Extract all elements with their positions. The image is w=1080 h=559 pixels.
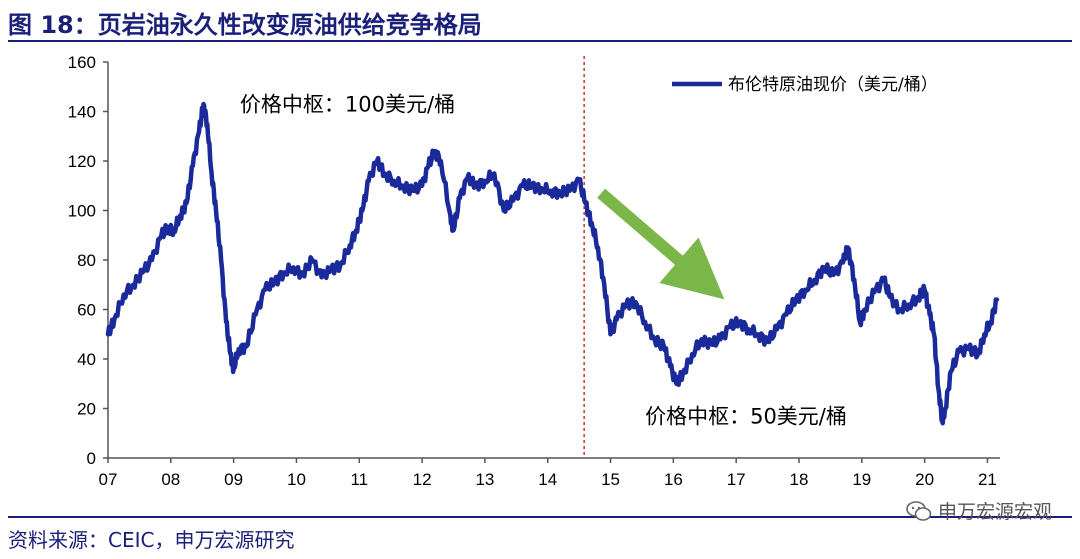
trend-arrow [597, 188, 725, 300]
chart-area: 0 20 40 60 80 100 120 140 160 07 08 09 10 11 12 13 14 15… [68, 53, 1000, 489]
y-tick-label: 40 [77, 350, 96, 369]
y-tick-label: 0 [87, 449, 96, 468]
legend-label: 布伦特原油现价（美元/桶） [728, 75, 938, 95]
source-note: 资料来源：CEIC，申万宏源研究 [8, 528, 295, 552]
y-tick-label: 80 [77, 251, 96, 270]
axes [107, 62, 1000, 459]
watermark-label: 申万宏源宏观 [937, 501, 1052, 523]
x-tick-label: 07 [99, 470, 118, 489]
x-tick-label: 14 [538, 470, 557, 489]
x-tick-label: 09 [224, 470, 243, 489]
annotation-label-high: 价格中枢：100美元/桶 [240, 93, 455, 117]
x-tick-label: 20 [915, 470, 934, 489]
x-tick-label: 13 [475, 470, 494, 489]
x-tick-label: 08 [161, 470, 180, 489]
x-tick-label: 17 [727, 470, 746, 489]
x-tick-label: 16 [664, 470, 683, 489]
figure-title: 图 18：页岩油永久性改变原油供给竞争格局 [8, 11, 482, 39]
watermark: 申万宏源宏观 [906, 497, 1052, 524]
y-tick-label: 160 [68, 53, 96, 72]
legend: 布伦特原油现价（美元/桶） [672, 75, 938, 95]
y-tick-label: 20 [77, 400, 96, 419]
x-tick-label: 11 [350, 470, 368, 489]
y-tick-label: 140 [68, 103, 96, 122]
y-tick-group: 0 20 40 60 80 100 120 140 160 [68, 53, 108, 468]
wechat-icon [906, 500, 932, 521]
x-tick-label: 19 [852, 470, 871, 489]
y-tick-label: 100 [68, 202, 96, 221]
x-tick-group: 07 08 09 10 11 12 13 14 15 16 17 18 19 20 21 [99, 458, 997, 489]
x-tick-label: 21 [978, 470, 997, 489]
x-tick-label: 15 [601, 470, 620, 489]
annotation-label-low: 价格中枢：50美元/桶 [645, 404, 847, 428]
y-tick-label: 120 [68, 152, 96, 171]
x-tick-label: 18 [790, 470, 809, 489]
x-tick-label: 12 [413, 470, 432, 489]
source-divider [8, 516, 1072, 518]
series-line-brent [105, 101, 1000, 426]
y-tick-label: 60 [77, 301, 96, 320]
title-divider [8, 40, 1072, 42]
x-tick-label: 10 [287, 470, 306, 489]
